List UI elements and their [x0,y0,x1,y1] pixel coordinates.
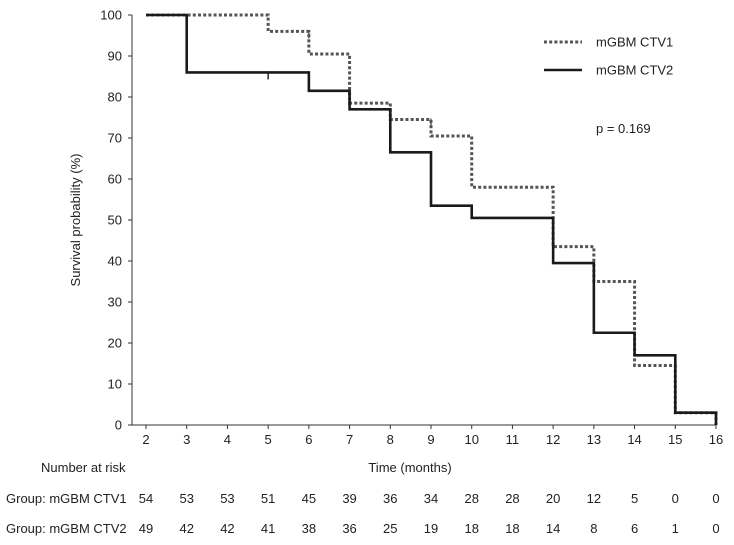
y-tick-label: 20 [108,336,122,351]
y-tick-label: 80 [108,90,122,105]
x-tick-label: 16 [709,432,723,447]
y-tick-label: 100 [100,8,122,23]
x-tick-label: 15 [668,432,682,447]
x-tick-label: 12 [546,432,560,447]
risk-count: 18 [505,521,519,536]
risk-count: 34 [424,491,438,506]
x-tick-label: 6 [305,432,312,447]
risk-count: 0 [672,491,679,506]
survival-curve-1 [146,13,718,425]
risk-count: 18 [464,521,478,536]
y-axis-label: Survival probability (%) [68,154,83,287]
x-axis-label: Time (months) [368,460,451,475]
risk-count: 49 [139,521,153,536]
y-tick-label: 70 [108,131,122,146]
risk-count: 19 [424,521,438,536]
risk-count: 28 [505,491,519,506]
x-tick-label: 5 [265,432,272,447]
risk-count: 45 [302,491,316,506]
x-tick-label: 9 [427,432,434,447]
risk-count: 36 [383,491,397,506]
risk-count: 53 [220,491,234,506]
p-value-annotation: p = 0.169 [596,121,651,136]
risk-count: 54 [139,491,153,506]
x-tick-label: 4 [224,432,231,447]
x-tick-label: 10 [464,432,478,447]
legend-label: mGBM CTV2 [596,63,673,78]
y-tick-label: 30 [108,295,122,310]
x-tick-label: 8 [387,432,394,447]
risk-row-label: Group: mGBM CTV1 [6,491,127,506]
risk-table-title: Number at risk [41,460,126,475]
risk-count: 36 [342,521,356,536]
risk-count: 8 [590,521,597,536]
x-tick-label: 11 [506,432,520,447]
risk-count: 42 [179,521,193,536]
risk-count: 5 [631,491,638,506]
risk-count: 14 [546,521,560,536]
risk-count: 39 [342,491,356,506]
x-tick-label: 3 [183,432,190,447]
y-tick-label: 10 [108,377,122,392]
y-tick-label: 60 [108,172,122,187]
risk-count: 12 [587,491,601,506]
risk-count: 28 [464,491,478,506]
x-tick-label: 2 [142,432,149,447]
x-tick-label: 7 [346,432,353,447]
risk-count: 38 [302,521,316,536]
y-tick-label: 50 [108,213,122,228]
legend-label: mGBM CTV1 [596,35,673,50]
risk-count: 6 [631,521,638,536]
survival-curve-2 [146,13,718,425]
risk-count: 1 [672,521,679,536]
risk-row-label: Group: mGBM CTV2 [6,521,127,536]
risk-count: 20 [546,491,560,506]
risk-count: 51 [261,491,275,506]
legend: mGBM CTV1 mGBM CTV2 [544,35,673,78]
risk-count: 53 [179,491,193,506]
x-tick-label: 13 [587,432,601,447]
axes: 0 10 20 30 40 50 60 70 80 90 100 2 3 4 5 6 7 8 9 10 11 12 13 14… [100,8,723,448]
risk-count: 25 [383,521,397,536]
risk-table: Group: mGBM CTV1 54 53 53 51 45 39 36 34 28 28 20 12… [6,491,720,536]
risk-count: 42 [220,521,234,536]
risk-count: 41 [261,521,275,536]
risk-count: 0 [712,491,719,506]
risk-count: 0 [712,521,719,536]
y-tick-label: 40 [108,254,122,269]
series-layer [146,13,718,425]
y-tick-label: 90 [108,49,122,64]
x-tick-label: 14 [627,432,641,447]
y-tick-label: 0 [115,418,122,433]
